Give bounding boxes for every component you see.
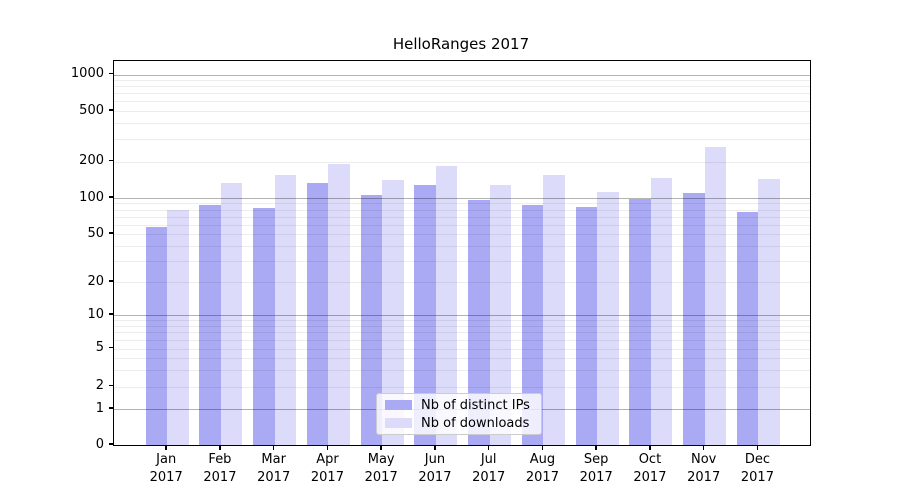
bar-downloads	[758, 178, 780, 445]
y-tick-label: 5	[95, 340, 104, 355]
bar-downloads	[328, 163, 350, 445]
x-tick-mark	[649, 445, 651, 450]
x-tick-mark	[219, 445, 221, 450]
legend-label-distinct-ips: Nb of distinct IPs	[421, 397, 530, 413]
bar-downloads	[435, 165, 458, 445]
legend: Nb of distinct IPs Nb of downloads	[376, 393, 542, 435]
y-tick-label: 50	[87, 225, 104, 241]
y-tick-label: 1000	[70, 66, 104, 81]
legend-swatch-distinct-ips	[385, 400, 412, 410]
x-tick-label: May 2017	[364, 452, 398, 485]
x-tick-label: Jun 2017	[418, 452, 452, 485]
y-tick-mark	[109, 407, 113, 409]
bar-downloads	[489, 185, 512, 445]
x-tick-label: Jul 2017	[472, 452, 506, 485]
x-tick-label: Oct 2017	[633, 452, 667, 485]
y-tick-label: 500	[79, 102, 104, 118]
bar-distinct-ips	[414, 184, 436, 445]
x-tick-mark	[380, 445, 382, 450]
legend-label-downloads: Nb of downloads	[421, 415, 530, 431]
x-tick-label: Jan 2017	[149, 452, 183, 485]
x-tick-mark	[487, 445, 490, 450]
bar-distinct-ips	[306, 182, 329, 445]
bar-downloads	[382, 179, 404, 445]
y-tick-mark	[109, 196, 113, 198]
x-tick-mark	[595, 445, 597, 450]
x-tick-mark	[434, 445, 436, 450]
bar-downloads	[704, 146, 727, 445]
x-tick-mark	[541, 445, 544, 450]
y-tick-label: 100	[79, 189, 104, 205]
x-tick-label: Apr 2017	[310, 452, 344, 485]
y-tick-mark	[109, 159, 113, 162]
bars-layer	[114, 61, 810, 445]
bar-downloads	[274, 174, 297, 445]
y-tick-mark	[109, 346, 113, 349]
bar-distinct-ips	[253, 207, 275, 445]
x-tick-mark	[272, 445, 275, 450]
x-tick-mark	[702, 445, 705, 450]
legend-item-distinct-ips: Nb of distinct IPs	[385, 398, 533, 413]
bar-distinct-ips	[468, 199, 490, 445]
x-tick-label: Nov 2017	[687, 452, 721, 485]
bar-distinct-ips	[575, 207, 598, 445]
bar-distinct-ips	[736, 212, 759, 445]
y-tick-mark	[109, 72, 113, 75]
y-tick-mark	[109, 443, 113, 445]
bar-distinct-ips	[145, 227, 168, 445]
bar-downloads	[597, 192, 619, 445]
y-tick-mark	[109, 232, 113, 234]
bar-distinct-ips	[629, 199, 651, 445]
y-tick-mark	[109, 384, 113, 387]
y-tick-label: 0	[95, 436, 104, 452]
bar-distinct-ips	[683, 192, 705, 445]
chart-title: HelloRanges 2017	[392, 35, 530, 53]
plot-area: Nb of distinct IPs Nb of downloads	[113, 60, 811, 446]
x-tick-label: Aug 2017	[525, 452, 559, 485]
y-tick-label: 200	[79, 153, 104, 168]
y-tick-label: 2	[95, 378, 104, 393]
legend-item-downloads: Nb of downloads	[385, 416, 533, 431]
y-tick-mark	[109, 313, 113, 315]
bar-distinct-ips	[199, 205, 221, 445]
bar-distinct-ips	[360, 195, 383, 445]
y-tick-mark	[109, 109, 113, 111]
x-tick-mark	[326, 445, 329, 450]
x-tick-label: Mar 2017	[257, 452, 291, 485]
y-tick-label: 20	[87, 273, 104, 289]
bar-downloads	[543, 175, 565, 445]
x-tick-mark	[165, 445, 167, 450]
x-tick-label: Sep 2017	[579, 452, 613, 485]
bar-downloads	[167, 210, 189, 445]
y-tick-mark	[109, 280, 113, 282]
x-tick-label: Dec 2017	[740, 452, 774, 485]
legend-swatch-downloads	[385, 418, 412, 428]
x-tick-label: Feb 2017	[203, 452, 237, 485]
bar-downloads	[650, 178, 673, 445]
y-tick-label: 10	[87, 306, 104, 322]
bar-distinct-ips	[521, 205, 544, 445]
x-tick-mark	[756, 445, 759, 450]
bar-downloads	[220, 182, 243, 445]
y-tick-label: 1	[95, 400, 104, 416]
